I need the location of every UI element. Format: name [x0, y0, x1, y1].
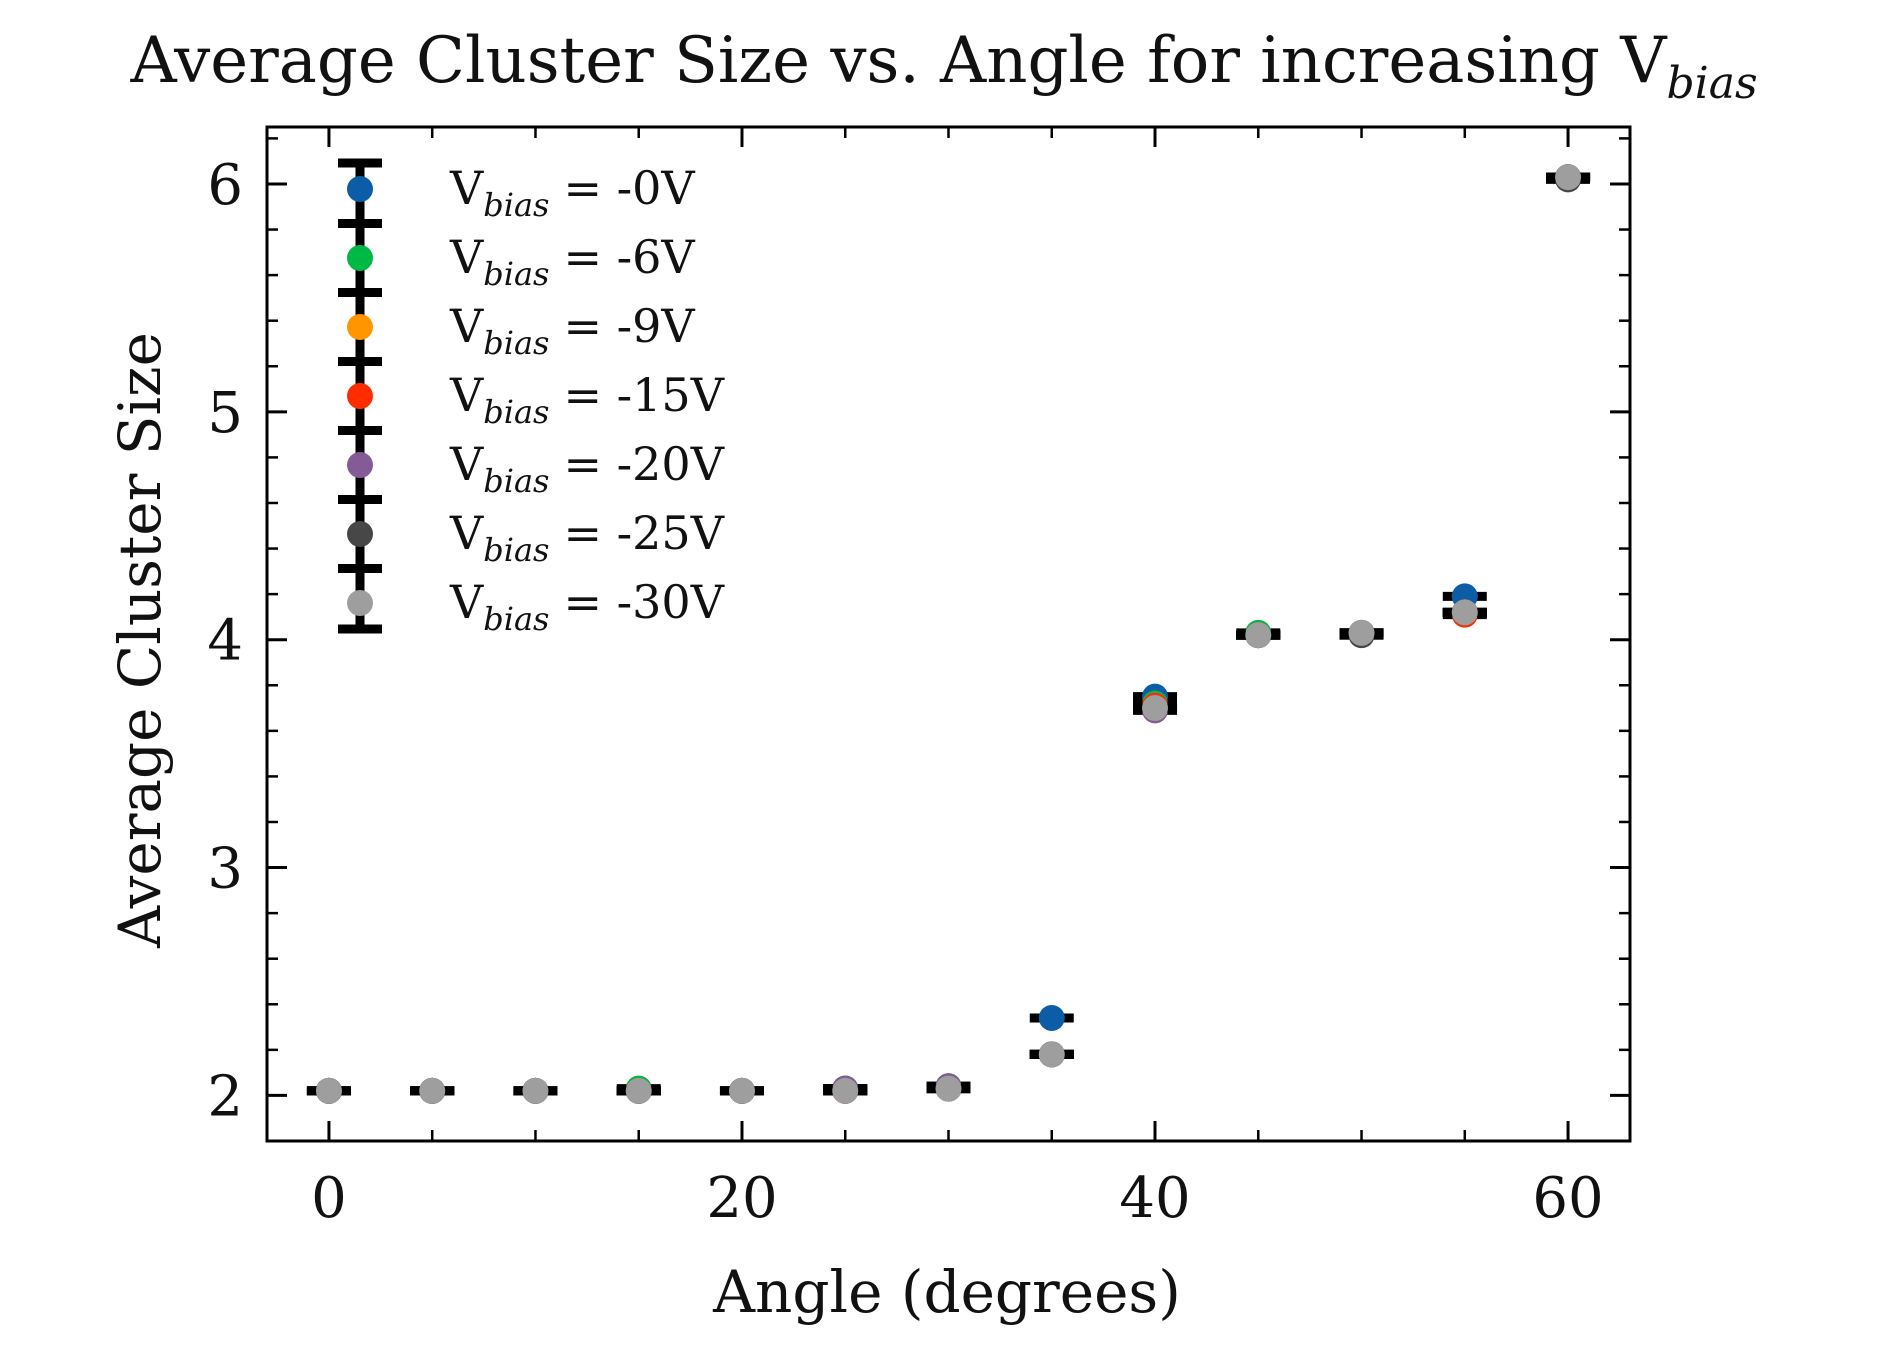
legend-label-suffix: = -25V — [563, 506, 724, 560]
chart-title-subscript: bias — [1666, 58, 1757, 109]
chart-title-main: Average Cluster Size vs. Angle for incre… — [129, 24, 1668, 98]
legend-item-6: Vbias = -25V — [338, 495, 725, 569]
data-point — [1038, 1004, 1065, 1031]
legend-item-3: Vbias = -9V — [338, 288, 695, 362]
legend-marker — [347, 176, 373, 202]
legend: Vbias = -0V Vbias = -6V Vbias = -9V Vbias = -15… — [338, 158, 725, 638]
legend-label-suffix: = -9V — [563, 299, 695, 353]
y-tick-label: 4 — [207, 609, 243, 674]
legend-label-subscript: bias — [483, 255, 549, 293]
x-tick-label: 40 — [1119, 1166, 1190, 1231]
legend-label-subscript: bias — [483, 462, 549, 500]
legend-label-suffix: = -20V — [563, 437, 724, 491]
legend-item-4: Vbias = -15V — [338, 357, 725, 431]
legend-item-2: Vbias = -6V — [338, 219, 695, 293]
legend-label-main: V — [449, 299, 484, 353]
data-point — [419, 1077, 446, 1104]
legend-item-1: Vbias = -0V — [347, 161, 695, 224]
legend-label-subscript: bias — [483, 393, 549, 431]
y-tick-label: 6 — [207, 153, 243, 218]
y-axis-label: Average Cluster Size — [106, 332, 174, 949]
legend-marker — [347, 590, 373, 616]
legend-label-suffix: = -6V — [563, 230, 695, 284]
x-axis-label: Angle (degrees) — [712, 1258, 1181, 1326]
legend-label-subscript: bias — [483, 531, 549, 569]
legend-marker — [347, 314, 373, 340]
data-point — [728, 1077, 755, 1104]
legend-marker — [347, 383, 373, 409]
data-point — [1555, 164, 1582, 191]
data-point — [832, 1077, 859, 1104]
legend-label-subscript: bias — [483, 600, 549, 638]
legend-label: Vbias = -20V — [449, 437, 725, 500]
legend-label-main: V — [449, 575, 484, 629]
plot-area — [306, 164, 1591, 1104]
data-point — [935, 1075, 962, 1102]
x-tick-label: 0 — [311, 1166, 347, 1231]
legend-label: Vbias = -25V — [449, 506, 725, 569]
data-point — [625, 1077, 652, 1104]
legend-label-suffix: = -0V — [563, 161, 695, 215]
legend-marker — [347, 521, 373, 547]
legend-label: Vbias = -30V — [449, 575, 725, 638]
y-tick-label: 3 — [207, 837, 243, 902]
legend-item-7: Vbias = -30V — [338, 564, 725, 638]
data-point — [522, 1077, 549, 1104]
legend-label-main: V — [449, 437, 484, 491]
legend-label-main: V — [449, 161, 484, 215]
data-point — [1142, 695, 1169, 722]
axes: 0 20 40 60 2 3 4 5 6 — [207, 125, 1632, 1231]
y-tick-label: 2 — [207, 1064, 243, 1129]
chart-title: Average Cluster Size vs. Angle for incre… — [129, 24, 1757, 109]
legend-label-suffix: = -30V — [563, 575, 724, 629]
x-tick-label: 60 — [1532, 1166, 1603, 1231]
data-point — [1451, 599, 1478, 626]
legend-label-main: V — [449, 506, 484, 560]
data-point — [315, 1077, 342, 1104]
legend-marker — [347, 245, 373, 271]
legend-label-suffix: = -15V — [563, 368, 724, 422]
legend-label: Vbias = -15V — [449, 368, 725, 431]
legend-item-5: Vbias = -20V — [338, 426, 725, 500]
x-tick-label: 20 — [706, 1166, 777, 1231]
data-point — [1348, 619, 1375, 646]
y-tick-label: 5 — [207, 381, 243, 446]
legend-label: Vbias = -0V — [449, 161, 695, 224]
legend-marker — [347, 452, 373, 478]
legend-label: Vbias = -9V — [449, 299, 695, 362]
legend-label: Vbias = -6V — [449, 230, 695, 293]
legend-label-main: V — [449, 368, 484, 422]
legend-label-subscript: bias — [483, 324, 549, 362]
data-point — [1245, 622, 1272, 649]
legend-label-subscript: bias — [483, 186, 549, 224]
legend-label-main: V — [449, 230, 484, 284]
series-7 — [306, 164, 1591, 1104]
data-point — [1038, 1041, 1065, 1068]
